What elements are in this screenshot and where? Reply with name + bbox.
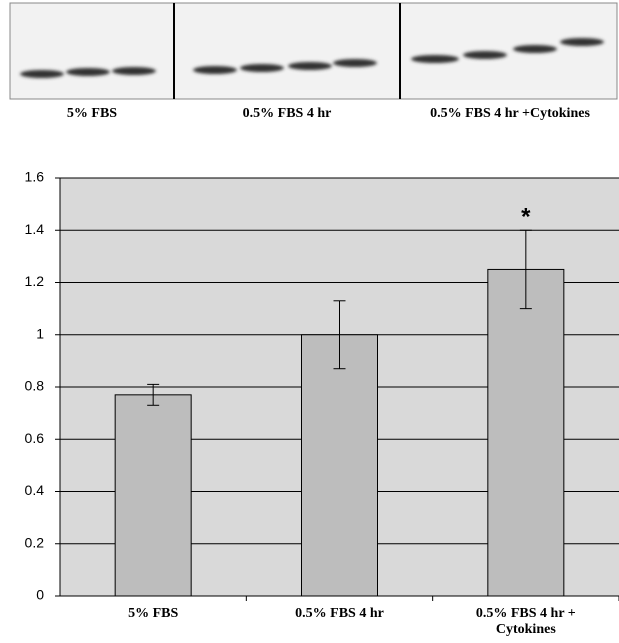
x-tick-label: 0.5% FBS 4 hr (250, 606, 430, 622)
band (66, 68, 110, 76)
x-tick-label: 5% FBS (63, 606, 243, 622)
y-tick-label: 1 (36, 325, 44, 341)
band (288, 62, 332, 70)
band (411, 55, 459, 63)
blot-label: 0.5% FBS 4 hr (243, 106, 332, 121)
y-tick-label: 0.8 (25, 378, 45, 394)
bar (488, 269, 564, 596)
blot-label: 5% FBS (67, 106, 117, 121)
y-tick-label: 1.2 (25, 273, 45, 289)
y-tick-label: 0.4 (25, 482, 45, 498)
band (240, 64, 284, 72)
band (193, 66, 237, 74)
band (513, 45, 557, 53)
chart: 5% FBS 0.5% FBS 4 hr 0.5% FBS 4 hr +Cyto… (0, 0, 619, 643)
band (112, 67, 156, 75)
blot: 5% FBS 0.5% FBS 4 hr 0.5% FBS 4 hr +Cyto… (10, 3, 617, 121)
x-tick-label: 0.5% FBS 4 hr + Cytokines (466, 606, 586, 638)
blot-label: 0.5% FBS 4 hr +Cytokines (430, 106, 590, 121)
figure: 5% FBS 0.5% FBS 4 hr 0.5% FBS 4 hr +Cyto… (0, 0, 619, 643)
y-tick-label: 0.2 (25, 534, 45, 550)
bar (302, 335, 378, 596)
y-tick-label: 0 (36, 587, 44, 603)
bar (115, 395, 191, 596)
band (20, 70, 64, 78)
y-tick-label: 1.6 (25, 169, 45, 185)
band (463, 51, 507, 59)
annotation: * (521, 204, 531, 231)
y-tick-label: 1.4 (25, 221, 45, 237)
y-tick-label: 0.6 (25, 430, 45, 446)
band (333, 59, 377, 67)
band (560, 38, 604, 46)
